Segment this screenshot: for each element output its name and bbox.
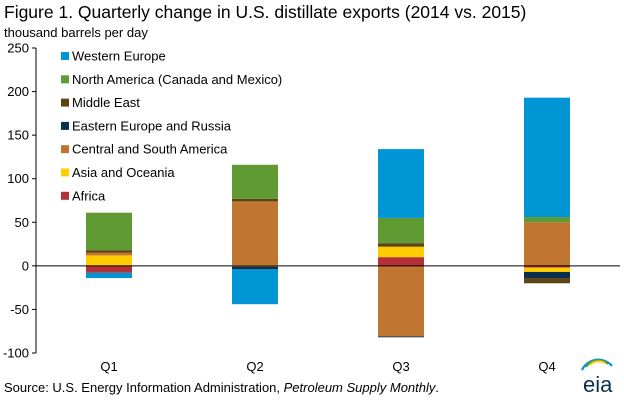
legend-label: Asia and Oceania <box>72 165 175 180</box>
bar-segment <box>232 164 278 199</box>
legend-swatch <box>61 191 69 200</box>
y-tick-label: 250 <box>7 41 29 56</box>
bar-segment <box>524 97 570 218</box>
legend-swatch <box>61 121 69 130</box>
legend-swatch <box>61 98 69 107</box>
legend-label: Africa <box>72 188 106 203</box>
bar-segment <box>378 217 424 244</box>
y-tick-label: 150 <box>7 128 29 143</box>
x-tick-label: Q2 <box>246 359 263 374</box>
bar-segment <box>232 201 278 265</box>
bar-segment <box>86 250 132 253</box>
source-prefix: Source: U.S. Energy Information Administ… <box>4 380 284 395</box>
bar-segment <box>378 246 424 258</box>
source-suffix: . <box>435 380 440 395</box>
bar-segment <box>524 265 570 268</box>
bar-segment <box>524 217 570 223</box>
legend-label: Middle East <box>72 95 140 110</box>
y-tick-label: 50 <box>15 215 29 230</box>
legend-label: Eastern Europe and Russia <box>72 118 232 133</box>
y-axis-unit-label: thousand barrels per day <box>4 25 148 40</box>
bar-segment <box>378 257 424 266</box>
bar-segment <box>378 149 424 218</box>
bar-segment <box>232 266 278 270</box>
legend-swatch <box>61 75 69 84</box>
bar-segment <box>86 272 132 279</box>
bar-segment <box>86 265 132 273</box>
legend-swatch <box>61 145 69 154</box>
bar-segment <box>524 267 570 272</box>
bar-segment <box>378 265 424 337</box>
x-tick-label: Q1 <box>100 359 117 374</box>
eia-logo: eia <box>581 358 613 397</box>
chart-title: Figure 1. Quarterly change in U.S. disti… <box>4 2 527 22</box>
x-axis-labels: Q1 Q2 Q3 Q4 <box>100 359 555 374</box>
bar-segment <box>232 269 278 305</box>
legend-label: Western Europe <box>72 49 166 64</box>
y-tick-label: -100 <box>3 346 29 361</box>
bar-segment <box>378 243 424 247</box>
bar-segment <box>524 222 570 266</box>
legend-label: Central and South America <box>72 142 228 157</box>
bar-segment <box>524 271 570 279</box>
y-tick-label: -50 <box>10 302 29 317</box>
bar-segment <box>86 255 132 266</box>
logo-wordmark: eia <box>583 372 613 397</box>
legend-label: North America (Canada and Mexico) <box>72 72 282 87</box>
bar-segment <box>378 336 424 338</box>
bar-segment <box>232 198 278 202</box>
legend: Western Europe North America (Canada and … <box>61 49 282 203</box>
x-tick-label: Q3 <box>392 359 409 374</box>
source-publication: Petroleum Supply Monthly <box>283 380 436 395</box>
bar-segment <box>524 278 570 284</box>
bar-segment <box>86 252 132 256</box>
bar-segments <box>86 97 570 338</box>
legend-swatch <box>61 52 69 60</box>
y-tick-label: 100 <box>7 171 29 186</box>
legend-swatch <box>61 168 69 177</box>
y-axis-ticks: -100 -50 0 50 100 150 200 250 <box>3 41 36 361</box>
y-tick-label: 0 <box>22 258 29 273</box>
y-tick-label: 200 <box>7 84 29 99</box>
source-note: Source: U.S. Energy Information Administ… <box>4 380 439 395</box>
bar-segment <box>86 212 132 251</box>
x-tick-label: Q4 <box>538 359 555 374</box>
